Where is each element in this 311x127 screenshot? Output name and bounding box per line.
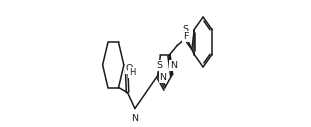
Text: H: H [129, 68, 135, 77]
Text: N: N [131, 114, 138, 123]
Text: S: S [182, 25, 188, 34]
Text: F: F [183, 32, 188, 41]
Text: O: O [126, 64, 133, 73]
Text: N: N [170, 61, 177, 70]
Text: S: S [156, 61, 162, 70]
Text: N: N [160, 74, 167, 83]
